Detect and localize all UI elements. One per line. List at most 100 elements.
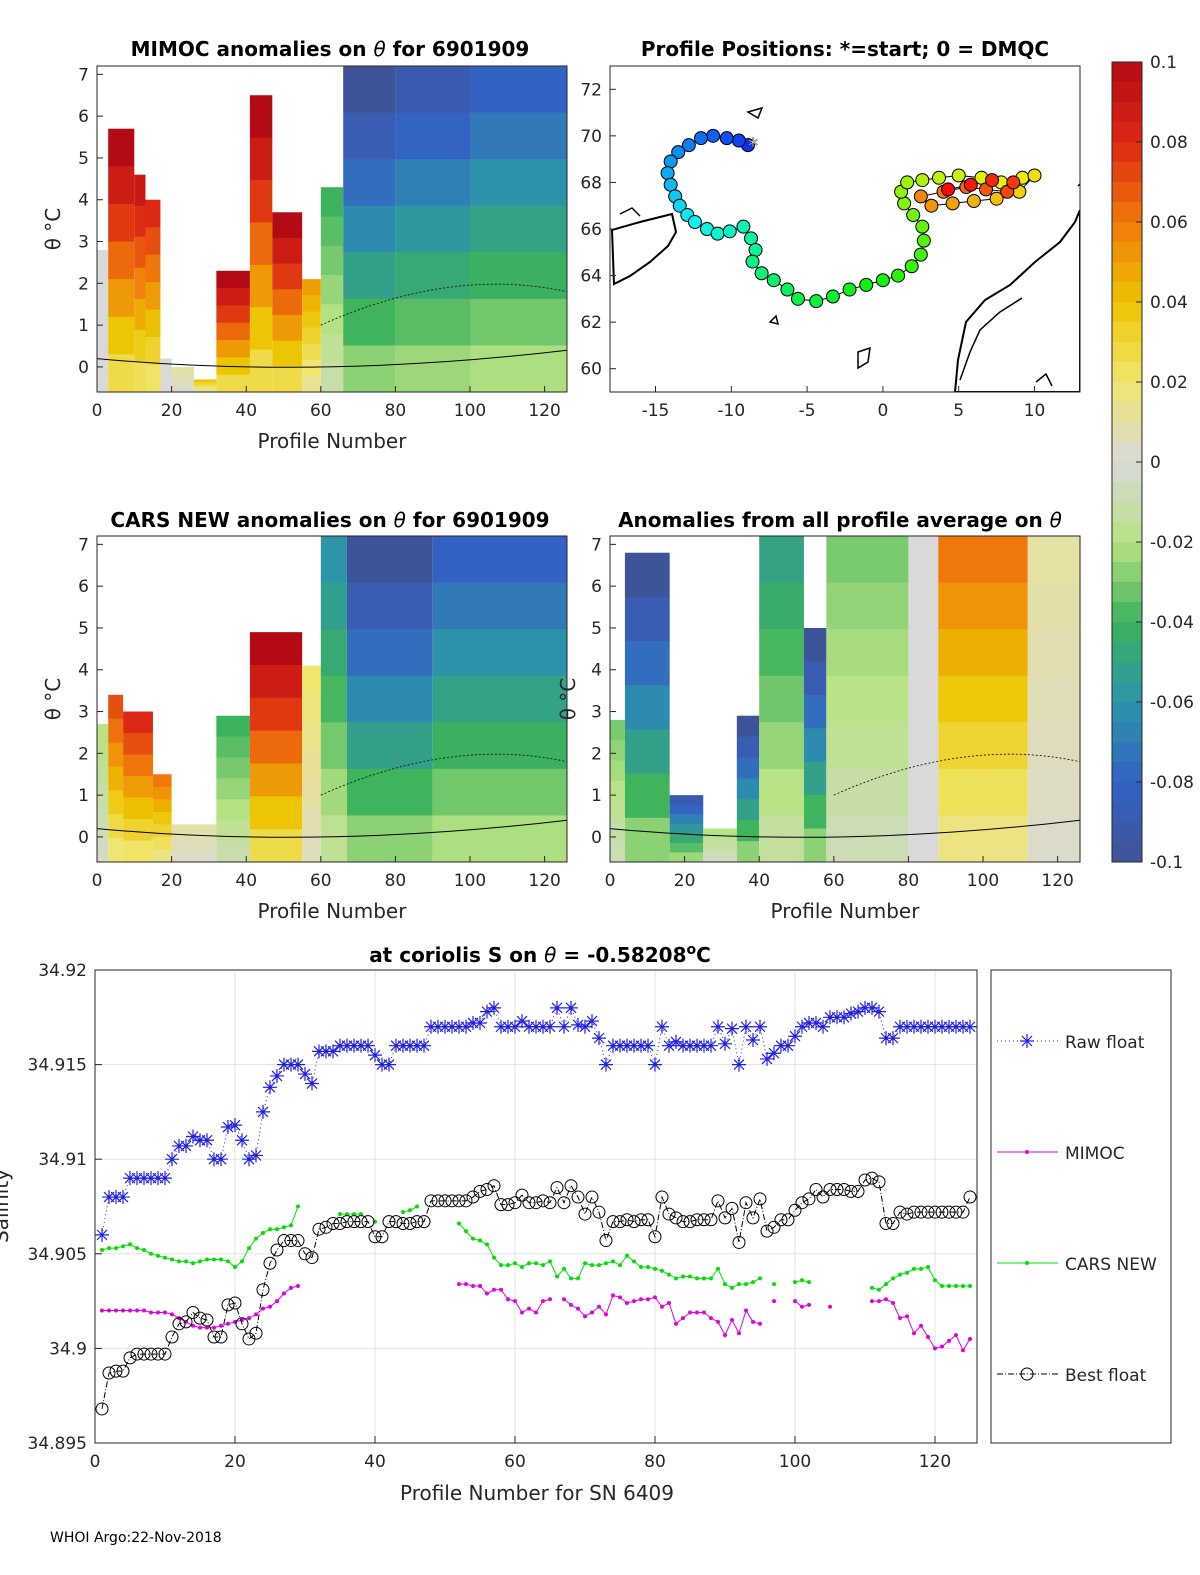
average-cell: [1027, 815, 1080, 862]
mimoc-cell: [193, 384, 217, 388]
data-point: [487, 1000, 501, 1015]
cars-cell: [216, 736, 250, 759]
data-point: [221, 1298, 235, 1312]
data-point: [499, 1263, 503, 1268]
positions-ticks: -15 -10 -5 0 5 10 60 62 64 66 68 70 72: [580, 80, 1045, 421]
data-point: [200, 1313, 214, 1327]
data-point: [912, 1331, 916, 1336]
data-point: [445, 1194, 459, 1208]
data-point: [123, 1351, 137, 1365]
average-cell: [703, 847, 737, 853]
data-point: [275, 1299, 279, 1304]
average-cell: [759, 768, 804, 816]
data-point: [877, 1299, 881, 1304]
average-cell: [938, 582, 1028, 630]
colorbar-step: [1112, 302, 1142, 323]
colorbar-tick-label: 0: [1150, 453, 1161, 473]
colorbar-step: [1112, 142, 1142, 163]
profile-position: [687, 215, 702, 230]
y-tick-label: 34.9: [49, 1339, 87, 1359]
colorbar-step: [1112, 122, 1142, 143]
average-cell: [938, 675, 1028, 723]
data-point: [667, 1300, 671, 1305]
data-point: [816, 1190, 830, 1204]
average-cell: [759, 675, 804, 723]
cars-cell: [97, 783, 109, 804]
average-title: Anomalies from all profile average on θ: [618, 508, 1062, 532]
data-point: [900, 1207, 914, 1221]
data-point: [576, 1276, 580, 1281]
data-point: [424, 1194, 438, 1208]
data-point: [723, 1333, 727, 1338]
series-cars-new: [100, 1204, 972, 1292]
mimoc-cell: [193, 381, 217, 384]
data-point: [128, 1242, 132, 1247]
data-point: [760, 1224, 774, 1238]
data-point: [590, 1263, 594, 1268]
mimoc-cell: [249, 307, 273, 351]
data-point: [697, 1213, 711, 1227]
mimoc-cell: [193, 379, 217, 382]
data-point: [529, 1196, 543, 1210]
data-point: [501, 1198, 515, 1212]
average-cell: [703, 838, 737, 844]
data-point: [781, 1038, 795, 1053]
cars-cell: [97, 822, 109, 843]
profile-position: [722, 224, 737, 239]
average-cell: [1027, 768, 1080, 816]
y-tick-label: 6: [78, 107, 89, 127]
colorbar-tick-label: 0.1: [1150, 53, 1177, 73]
data-point: [275, 1227, 279, 1232]
data-point: [457, 1221, 461, 1226]
average-cell: [736, 799, 760, 821]
data-point: [305, 1251, 319, 1265]
data-point: [431, 1194, 445, 1208]
mimoc-cell: [160, 382, 172, 388]
mimoc-cell: [193, 383, 217, 386]
data-point: [534, 1261, 538, 1266]
cars-cell: [346, 675, 433, 723]
colorbar-step: [1112, 82, 1142, 103]
cars-ylabel: θ °C: [41, 678, 65, 721]
data-point: [585, 1014, 599, 1029]
data-point: [198, 1259, 202, 1264]
cars-cell: [123, 776, 153, 799]
data-point: [571, 1190, 585, 1204]
data-point: [338, 1212, 342, 1217]
data-point: [625, 1253, 629, 1258]
mimoc-cell: [108, 241, 135, 280]
data-point: [158, 1171, 172, 1186]
data-point: [744, 1308, 748, 1313]
cars-cell: [171, 845, 217, 852]
mimoc-cell: [160, 372, 172, 379]
mimoc-ticks: 0 20 40 60 80 100 120 0 1 2 3 4 5 6 7: [78, 65, 561, 421]
data-point: [564, 1179, 578, 1193]
y-tick-label: 3: [591, 703, 602, 723]
profile-position: [875, 273, 890, 288]
x-tick-label: 20: [161, 871, 183, 891]
data-point: [592, 1205, 606, 1219]
cars-cell: [97, 743, 109, 764]
colorbar-step: [1112, 482, 1142, 503]
data-point: [417, 1215, 431, 1229]
profile-position: [913, 189, 928, 204]
data-point: [695, 1276, 699, 1281]
profile-position: [904, 259, 919, 274]
data-point: [415, 1204, 419, 1209]
data-point: [718, 1036, 732, 1051]
mimoc-cell: [395, 205, 471, 253]
data-point: [660, 1304, 664, 1309]
data-point: [585, 1190, 599, 1204]
data-point: [515, 1188, 529, 1202]
data-point: [956, 1205, 970, 1219]
data-point: [177, 1259, 181, 1264]
data-point: [263, 1256, 277, 1270]
series-best-float: [95, 1171, 977, 1416]
colorbar: 0.1 0.08 0.06 0.04 0.02 0 -0.02 -0.04 -0.06 -0.08…: [1111, 53, 1194, 873]
data-point: [149, 1251, 153, 1256]
x-tick-label: 40: [364, 1452, 386, 1472]
data-point: [963, 1190, 977, 1204]
cars-cell: [432, 629, 567, 677]
data-point: [702, 1310, 706, 1315]
average-cell: [826, 722, 909, 770]
